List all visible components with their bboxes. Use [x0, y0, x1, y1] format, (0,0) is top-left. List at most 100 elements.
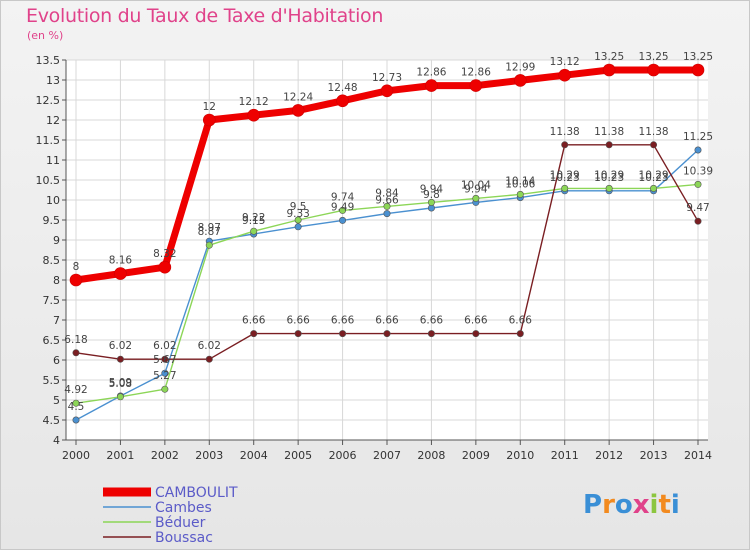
- data-point: [291, 104, 305, 117]
- x-tick-label: 2008: [417, 449, 445, 462]
- x-tick-label: 2011: [551, 449, 579, 462]
- data-point: [602, 63, 616, 77]
- data-label: 8.16: [109, 255, 133, 267]
- data-point: [694, 217, 702, 225]
- data-label: 12.86: [416, 67, 446, 79]
- data-point: [72, 416, 80, 424]
- data-point: [513, 74, 527, 87]
- data-point: [650, 184, 658, 192]
- y-tick-label: 5.5: [43, 374, 61, 387]
- y-tick-label: 13.5: [36, 54, 61, 67]
- y-tick-label: 4.5: [43, 414, 61, 427]
- data-point: [72, 349, 80, 357]
- data-point: [558, 68, 572, 82]
- data-point: [158, 260, 172, 274]
- data-point: [425, 79, 438, 92]
- data-point: [427, 330, 435, 338]
- legend-label: Béduer: [155, 515, 206, 531]
- data-label: 6.02: [109, 340, 132, 352]
- data-label: 13.25: [683, 51, 713, 63]
- data-point: [516, 330, 524, 338]
- y-tick-label: 13: [46, 74, 60, 87]
- data-label: 6.66: [464, 315, 488, 327]
- data-label: 10.23: [594, 172, 624, 184]
- data-point: [383, 210, 391, 218]
- data-label: 11.38: [550, 126, 580, 138]
- data-label: 6.02: [198, 340, 221, 352]
- data-point: [694, 146, 702, 154]
- x-tick-label: 2004: [240, 449, 268, 462]
- y-tick-label: 10: [46, 194, 60, 207]
- y-tick-label: 8.5: [43, 254, 61, 267]
- data-point: [116, 355, 124, 363]
- data-point: [561, 141, 569, 149]
- data-label: 5.67: [153, 354, 176, 366]
- data-label: 9.94: [420, 183, 444, 195]
- x-tick-label: 2013: [640, 449, 668, 462]
- y-tick-label: 12: [46, 114, 60, 127]
- data-label: 10.39: [683, 165, 713, 177]
- data-label: 11.38: [594, 126, 624, 138]
- data-label: 6.66: [286, 315, 310, 327]
- logo-letter: r: [602, 490, 615, 520]
- data-point: [250, 330, 258, 338]
- data-point: [561, 184, 569, 192]
- data-label: 12.48: [328, 82, 358, 94]
- y-tick-label: 9.5: [43, 214, 61, 227]
- data-point: [516, 190, 524, 198]
- data-label: 8.32: [153, 248, 176, 260]
- data-point: [205, 241, 213, 249]
- data-label: 12.99: [505, 61, 535, 73]
- y-tick-label: 5: [53, 394, 60, 407]
- data-point: [161, 369, 169, 377]
- data-label: 12.86: [461, 67, 491, 79]
- x-tick-label: 2000: [62, 449, 90, 462]
- y-tick-label: 4: [53, 434, 60, 447]
- data-label: 13.25: [639, 51, 669, 63]
- data-label: 13.12: [550, 56, 580, 68]
- data-point: [691, 63, 705, 77]
- data-label: 10.04: [461, 179, 491, 191]
- logo-letter: o: [614, 490, 633, 520]
- x-tick-label: 2003: [195, 449, 223, 462]
- data-point: [605, 184, 613, 192]
- data-point: [380, 84, 394, 98]
- data-label: 11.38: [639, 126, 669, 138]
- data-label: 12.12: [239, 96, 269, 108]
- data-point: [339, 206, 347, 214]
- data-label: 9.66: [375, 195, 399, 207]
- data-label: 9.15: [242, 215, 265, 227]
- data-label: 8.87: [198, 226, 221, 238]
- data-label: 6.66: [509, 315, 533, 327]
- y-tick-label: 7: [53, 314, 60, 327]
- x-tick-label: 2002: [151, 449, 179, 462]
- logo-letter: P: [583, 490, 603, 520]
- logo-letter: i: [670, 490, 680, 520]
- data-label: 10.23: [550, 172, 580, 184]
- data-point: [161, 355, 169, 363]
- data-point: [72, 399, 80, 407]
- data-label: 9.8: [423, 189, 440, 201]
- data-label: 8.97: [198, 222, 221, 234]
- data-label: 10.14: [505, 175, 535, 187]
- x-tick-label: 2006: [329, 449, 357, 462]
- data-label: 6.66: [242, 315, 266, 327]
- logo-letter: i: [649, 490, 659, 520]
- x-tick-label: 2014: [684, 449, 712, 462]
- data-point: [472, 194, 480, 202]
- data-point: [694, 180, 702, 188]
- x-tick-label: 2009: [462, 449, 490, 462]
- x-tick-label: 2001: [106, 449, 134, 462]
- data-label: 10.29: [550, 169, 580, 181]
- data-label: 11.25: [683, 131, 713, 143]
- data-point: [339, 216, 347, 224]
- y-tick-label: 8: [53, 274, 60, 287]
- data-label: 9.33: [286, 208, 309, 220]
- data-point: [114, 267, 127, 280]
- data-point: [469, 79, 483, 92]
- y-tick-label: 7.5: [43, 294, 61, 307]
- data-point: [69, 273, 83, 287]
- data-label: 10.29: [639, 169, 669, 181]
- proxiti-logo: Proxiti: [583, 490, 680, 520]
- data-label: 4.92: [64, 384, 87, 396]
